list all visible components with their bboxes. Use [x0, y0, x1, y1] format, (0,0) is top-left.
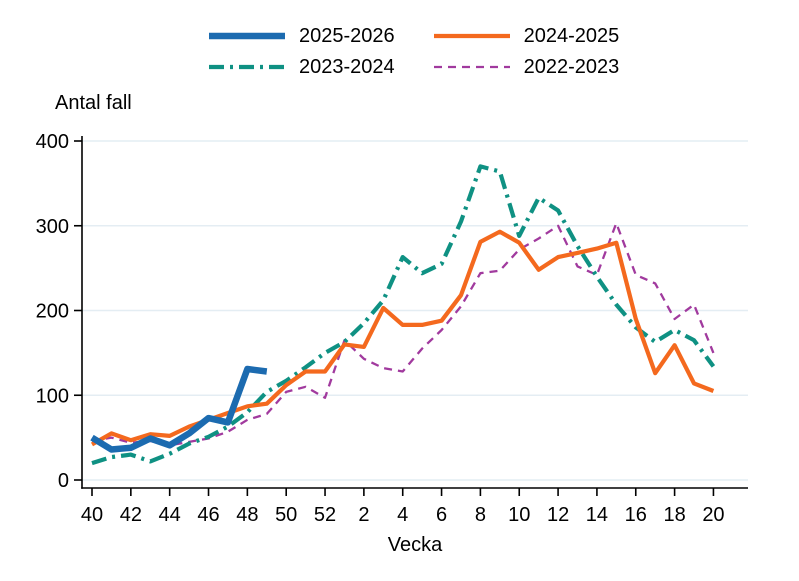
x-tick-label: 8	[475, 504, 486, 526]
y-tick-label: 100	[36, 385, 69, 407]
x-tick-label: 42	[120, 504, 142, 526]
legend-label: 2023-2024	[299, 56, 395, 78]
x-tick-label: 4	[397, 504, 408, 526]
y-tick-label: 400	[36, 131, 69, 153]
legend-item-2024-2025: 2024-2025	[433, 24, 620, 48]
x-tick-label: 46	[197, 504, 219, 526]
y-tick-label: 0	[58, 470, 69, 492]
legend-label: 2025-2026	[299, 25, 395, 47]
x-tick-label: 44	[159, 504, 181, 526]
series-line-2022-2023	[91, 222, 715, 447]
series-line-2023-2024	[91, 164, 716, 466]
x-tick-label: 52	[314, 504, 336, 526]
x-tick-label: 10	[508, 504, 530, 526]
x-tick-label: 40	[81, 504, 103, 526]
legend-swatch-2024-2025	[433, 33, 510, 39]
x-tick-label: 12	[547, 504, 569, 526]
x-tick-label: 50	[275, 504, 297, 526]
legend: 2025-2026 2024-2025 2023-2024 2022-2023	[208, 24, 619, 79]
legend-item-2023-2024: 2023-2024	[208, 55, 395, 79]
y-tick-label: 300	[36, 216, 69, 238]
y-tick-label: 200	[36, 301, 69, 323]
series-line-2024-2025	[90, 229, 715, 447]
x-tick-label: 20	[702, 504, 724, 526]
x-tick-label: 16	[625, 504, 647, 526]
legend-label: 2024-2025	[523, 25, 620, 47]
legend-swatch-2023-2024	[209, 64, 285, 70]
legend-item-2025-2026: 2025-2026	[208, 24, 395, 48]
y-axis-title: Antal fall	[55, 92, 132, 114]
x-axis-title: Vecka	[387, 534, 443, 556]
legend-swatch-2025-2026	[209, 32, 285, 40]
x-tick-label: 48	[236, 504, 258, 526]
x-tick-label: 6	[436, 504, 447, 526]
series-line-2025-2026	[90, 365, 268, 453]
legend-swatch-2022-2023	[433, 65, 510, 69]
x-tick-label: 14	[586, 504, 608, 526]
x-tick-label: 2	[358, 504, 369, 526]
x-tick-label: 18	[663, 504, 685, 526]
legend-label: 2022-2023	[523, 56, 620, 78]
legend-item-2022-2023: 2022-2023	[433, 55, 620, 79]
